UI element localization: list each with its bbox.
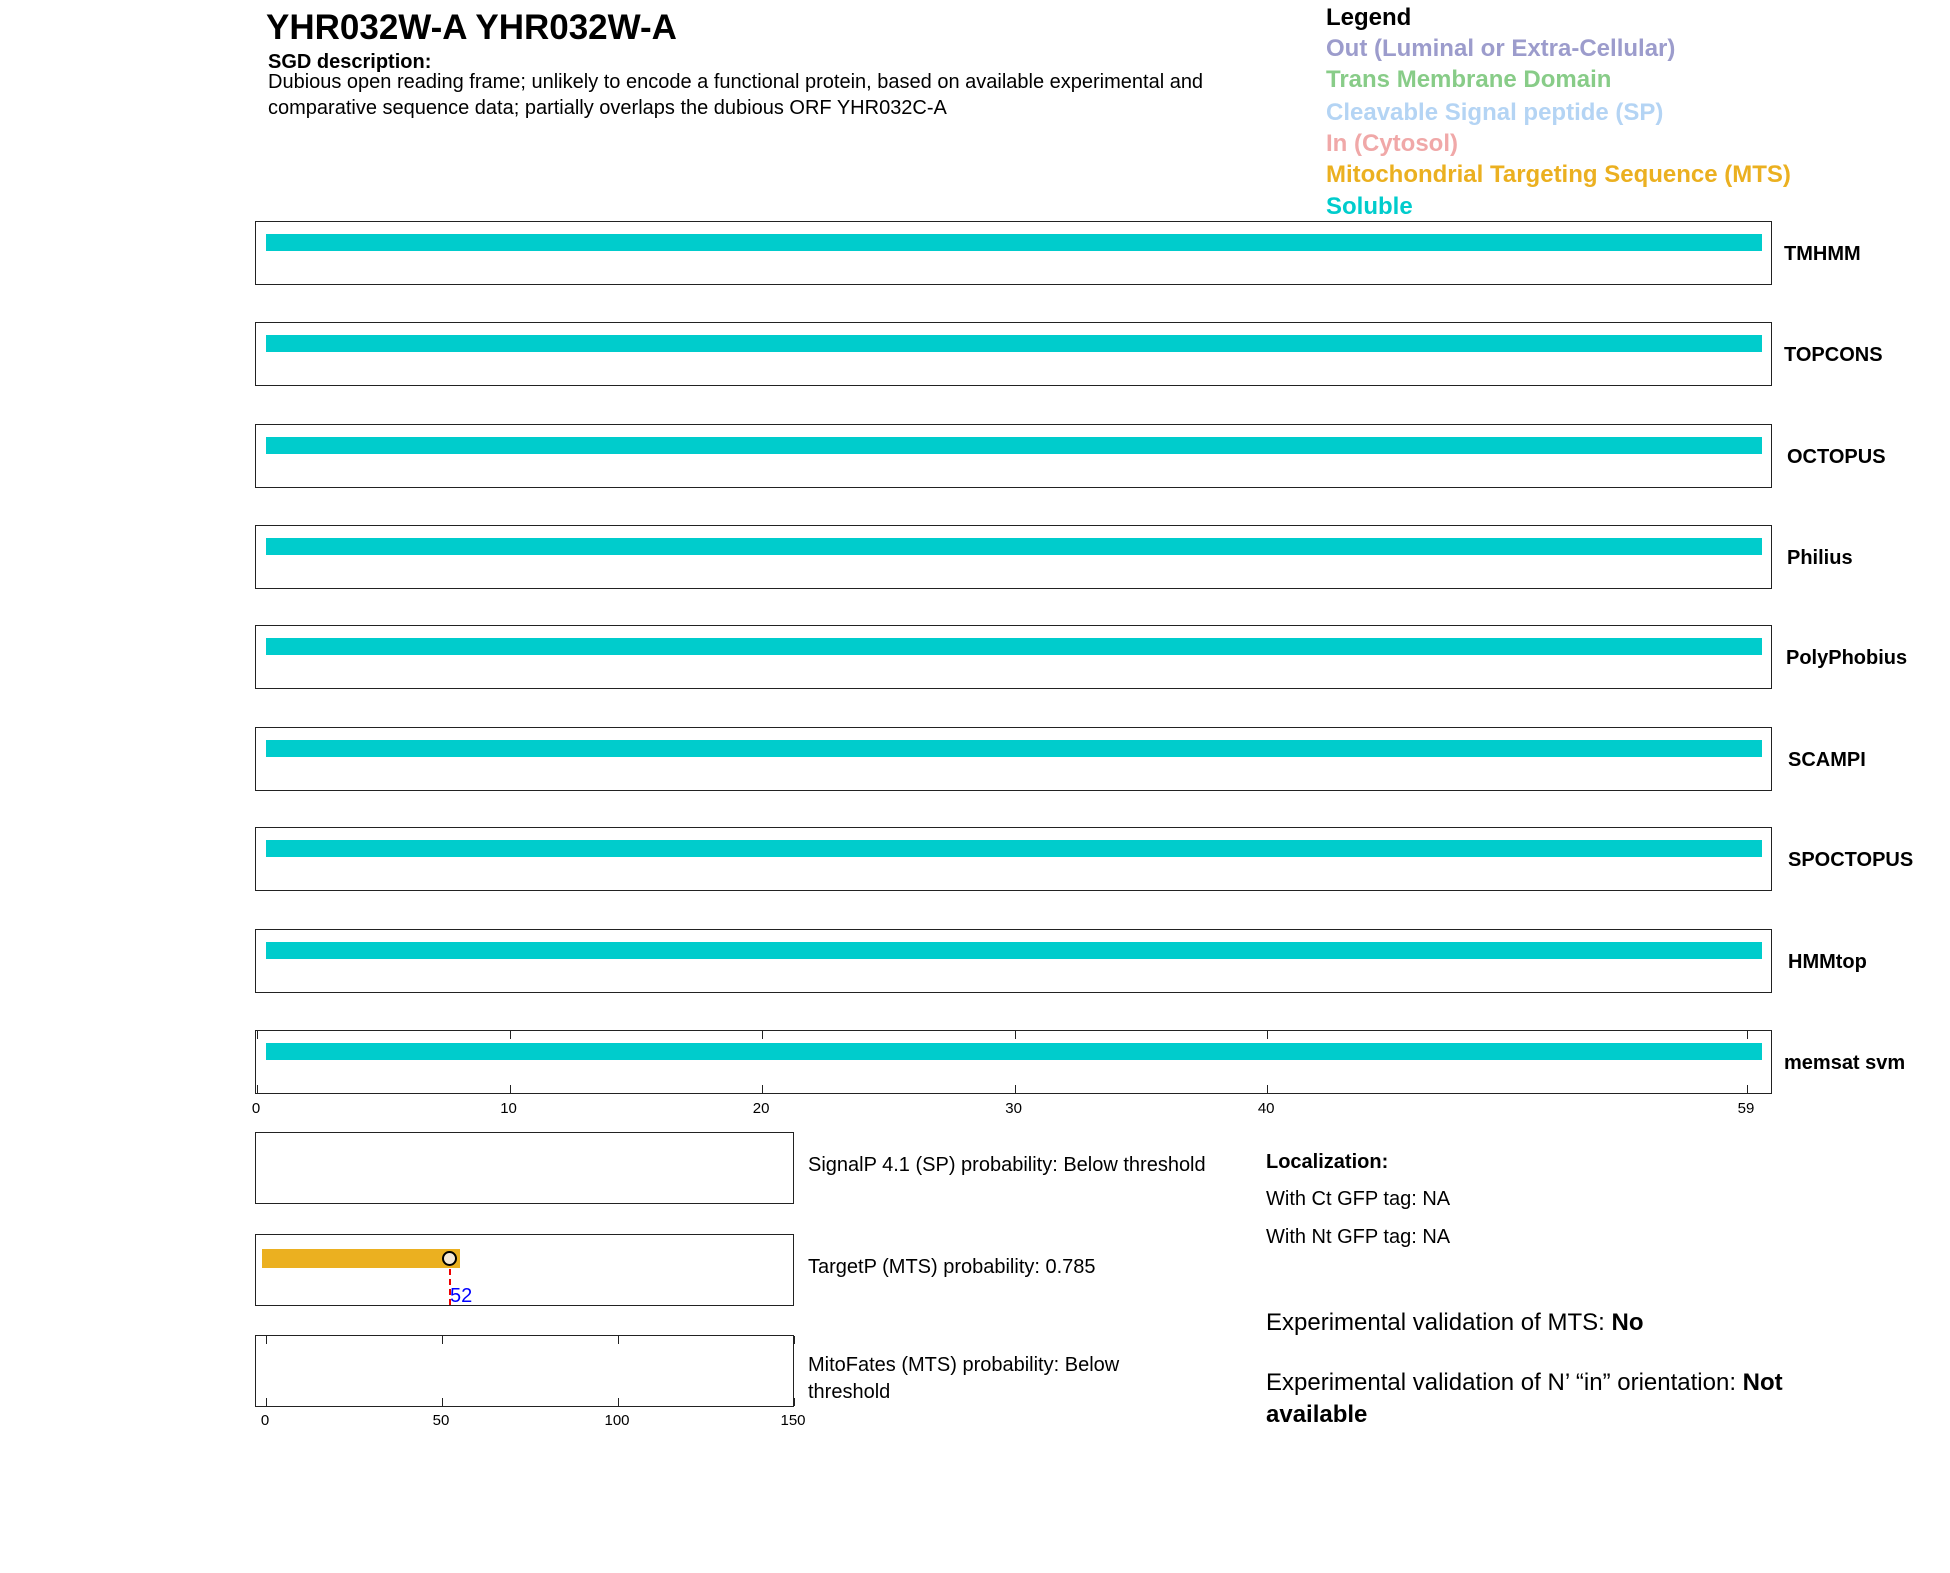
predictor-text: TargetP (MTS) probability: 0.785 bbox=[808, 1256, 1096, 1278]
axis-tick bbox=[509, 1085, 511, 1093]
legend-item: Soluble bbox=[1326, 193, 1413, 220]
track-label: TMHMM bbox=[1784, 243, 1861, 265]
x-tick-label: 0 bbox=[251, 1100, 261, 1117]
legend-item: Out (Luminal or Extra-Cellular) bbox=[1326, 35, 1676, 62]
segment-bar bbox=[266, 335, 1762, 352]
axis-tick bbox=[442, 1336, 443, 1344]
sgd-description-line: Dubious open reading frame; unlikely to … bbox=[268, 71, 1204, 93]
segment-bar bbox=[266, 538, 1762, 555]
axis-tick bbox=[762, 1031, 764, 1039]
legend-title: Legend bbox=[1326, 4, 1412, 31]
axis-tick bbox=[1747, 1031, 1748, 1039]
predictor-plot: 52 bbox=[255, 1234, 794, 1307]
axis-tick bbox=[1267, 1031, 1269, 1039]
mts-validation-label: Experimental validation of MTS: bbox=[1266, 1309, 1612, 1336]
track-label: memsat svm bbox=[1784, 1052, 1906, 1074]
axis-tick bbox=[1747, 1085, 1748, 1093]
cleavage-site-marker bbox=[442, 1251, 458, 1266]
segment-bar bbox=[266, 437, 1762, 454]
track-scampi bbox=[255, 727, 1772, 791]
legend-item: Trans Membrane Domain bbox=[1326, 66, 1612, 93]
axis-tick bbox=[266, 1336, 267, 1344]
segment-bar bbox=[266, 638, 1762, 655]
legend-item: In (Cytosol) bbox=[1326, 130, 1458, 157]
axis-tick bbox=[618, 1398, 619, 1406]
segment-bar bbox=[266, 942, 1762, 959]
track-label: Philius bbox=[1787, 547, 1853, 569]
segment-bar bbox=[266, 1043, 1762, 1060]
sgd-description-label: SGD description: bbox=[268, 51, 432, 73]
axis-tick bbox=[266, 1398, 267, 1406]
x-tick-label: 0 bbox=[260, 1412, 270, 1429]
track-philius bbox=[255, 525, 1772, 589]
track-label: HMMtop bbox=[1788, 951, 1867, 973]
axis-tick bbox=[794, 1336, 795, 1344]
axis-tick bbox=[762, 1085, 764, 1093]
page-title: YHR032W-A YHR032W-A bbox=[266, 8, 677, 47]
orientation-validation-value-cont: available bbox=[1266, 1401, 1368, 1428]
x-tick-label: 10 bbox=[500, 1100, 517, 1117]
axis-tick bbox=[442, 1398, 443, 1406]
x-tick-label: 50 bbox=[432, 1412, 450, 1429]
track-topcons bbox=[255, 322, 1772, 386]
axis-tick bbox=[257, 1085, 258, 1093]
cleavage-site-label: 52 bbox=[450, 1285, 473, 1307]
predictor-plot bbox=[255, 1335, 795, 1407]
orientation-validation-value: Not bbox=[1742, 1369, 1783, 1396]
axis-tick bbox=[1014, 1031, 1016, 1039]
x-tick-label: 20 bbox=[752, 1100, 770, 1117]
track-hmmtop bbox=[255, 929, 1772, 993]
track-tmhmm bbox=[255, 221, 1772, 285]
x-tick-label: 100 bbox=[604, 1412, 630, 1429]
predictor-plot bbox=[255, 1132, 794, 1204]
track-label: OCTOPUS bbox=[1787, 446, 1886, 468]
sgd-description-line: comparative sequence data; partially ove… bbox=[268, 97, 947, 119]
track-label: TOPCONS bbox=[1784, 344, 1883, 366]
x-tick-label: 150 bbox=[780, 1412, 806, 1429]
axis-tick bbox=[1014, 1085, 1016, 1093]
track-memsat-svm bbox=[255, 1030, 1772, 1094]
segment-bar bbox=[266, 740, 1762, 757]
x-tick-label: 59 bbox=[1737, 1100, 1755, 1117]
localization-title: Localization: bbox=[1266, 1151, 1389, 1173]
axis-tick bbox=[257, 1031, 258, 1039]
axis-tick bbox=[1267, 1085, 1269, 1093]
track-octopus bbox=[255, 424, 1772, 488]
track-label: SPOCTOPUS bbox=[1788, 849, 1914, 871]
track-label: PolyPhobius bbox=[1786, 647, 1908, 669]
legend-item: Cleavable Signal peptide (SP) bbox=[1326, 99, 1664, 126]
axis-tick bbox=[509, 1031, 511, 1039]
segment-bar bbox=[266, 840, 1762, 857]
axis-tick bbox=[794, 1398, 795, 1406]
predictor-text: threshold bbox=[808, 1381, 891, 1403]
x-tick-label: 30 bbox=[1005, 1100, 1022, 1117]
segment-bar bbox=[266, 234, 1762, 251]
track-spoctopus bbox=[255, 827, 1772, 891]
predictor-text: MitoFates (MTS) probability: Below bbox=[808, 1354, 1120, 1376]
track-polyphobius bbox=[255, 625, 1772, 689]
orientation-validation-label: Experimental validation of N’ “in” orien… bbox=[1266, 1369, 1743, 1396]
localization-nt: With Nt GFP tag: NA bbox=[1266, 1226, 1451, 1248]
orientation-validation: Experimental validation of N’ “in” orien… bbox=[1266, 1369, 1783, 1397]
predictor-text: SignalP 4.1 (SP) probability: Below thre… bbox=[808, 1154, 1206, 1176]
mts-validation-value: No bbox=[1611, 1309, 1644, 1336]
localization-ct: With Ct GFP tag: NA bbox=[1266, 1188, 1451, 1210]
x-tick-label: 40 bbox=[1257, 1100, 1275, 1117]
track-label: SCAMPI bbox=[1788, 749, 1866, 771]
legend-item: Mitochondrial Targeting Sequence (MTS) bbox=[1326, 161, 1791, 188]
mts-segment-bar bbox=[262, 1249, 460, 1268]
mts-validation: Experimental validation of MTS: No bbox=[1266, 1309, 1643, 1337]
axis-tick bbox=[618, 1336, 619, 1344]
cleavage-site-line bbox=[449, 1259, 452, 1305]
